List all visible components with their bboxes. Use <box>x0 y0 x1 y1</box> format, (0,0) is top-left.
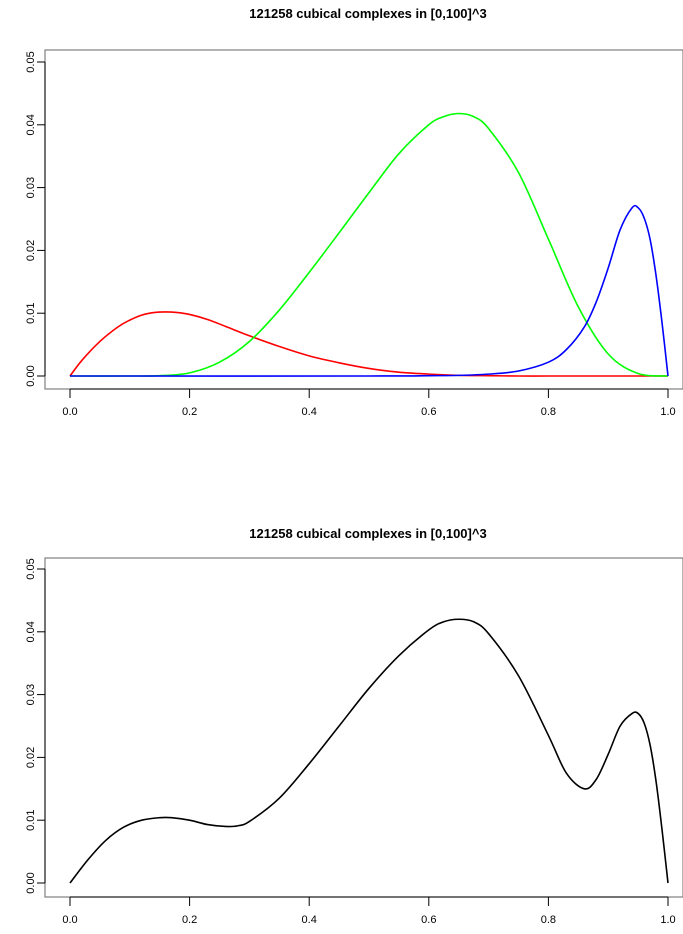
chart-1-series <box>69 112 669 377</box>
chart-2-x-tick-label: 1.0 <box>660 914 675 926</box>
chart-panel-2: 121258 cubical complexes in [0,100]^3 0.… <box>0 467 683 934</box>
chart-1-y-tick-label: 0.00 <box>25 365 37 386</box>
chart-2-y-axis: 0.00 0.01 0.02 0.03 0.04 0.05 <box>25 558 46 894</box>
chart-1-x-axis: 0.0 0.2 0.4 0.6 0.8 1.0 <box>62 388 676 418</box>
chart-2-x-tick-label: 0.6 <box>421 914 436 926</box>
chart-1-x-tick-label: 0.2 <box>182 406 197 418</box>
chart-1-x-tick-label: 0.4 <box>302 406 317 418</box>
chart-2-y-tick-label: 0.03 <box>25 684 37 705</box>
chart-1-svg: 121258 cubical complexes in [0,100]^3 0.… <box>25 6 683 418</box>
chart-2-svg: 121258 cubical complexes in [0,100]^3 0.… <box>25 526 683 926</box>
chart-2-title: 121258 cubical complexes in [0,100]^3 <box>249 526 486 541</box>
chart-2-series-line-1 <box>69 618 669 884</box>
chart-1-y-tick-label: 0.04 <box>25 114 37 135</box>
chart-2-y-tick-label: 0.04 <box>25 621 37 642</box>
chart-1-y-tick-label: 0.03 <box>25 177 37 198</box>
chart-2-plot-frame <box>44 557 683 898</box>
chart-2-y-tick-label: 0.01 <box>25 809 37 830</box>
chart-1-y-tick-label: 0.05 <box>25 51 37 72</box>
chart-1-y-axis: 0.00 0.01 0.02 0.03 0.04 0.05 <box>25 51 46 387</box>
chart-2-y-tick-label: 0.00 <box>25 872 37 893</box>
chart-1-plot-frame <box>44 49 683 390</box>
chart-1-x-tick-label: 0.6 <box>421 406 436 418</box>
chart-panel-1: 121258 cubical complexes in [0,100]^3 0.… <box>25 6 683 418</box>
chart-2-x-axis: 0.0 0.2 0.4 0.6 0.8 1.0 <box>62 896 676 926</box>
chart-1-y-tick-label: 0.02 <box>25 240 37 261</box>
chart-2-series <box>69 618 669 884</box>
chart-1-series-line-3 <box>69 204 669 377</box>
chart-1-title: 121258 cubical complexes in [0,100]^3 <box>249 6 486 21</box>
chart-1-x-tick-label: 0.8 <box>541 406 556 418</box>
chart-1-x-tick-label: 1.0 <box>660 406 675 418</box>
chart-2-x-tick-label: 0.8 <box>541 914 556 926</box>
chart-1-y-tick-label: 0.01 <box>25 302 37 323</box>
chart-2-y-tick-label: 0.05 <box>25 558 37 579</box>
chart-1-series-line-2 <box>69 112 669 377</box>
chart-2-x-tick-label: 0.0 <box>62 914 77 926</box>
chart-2-x-tick-label: 0.2 <box>182 914 197 926</box>
chart-2-x-tick-label: 0.4 <box>302 914 317 926</box>
chart-2-y-tick-label: 0.02 <box>25 747 37 768</box>
chart-1-series-line-1 <box>69 311 668 377</box>
chart-1-x-tick-label: 0.0 <box>62 406 77 418</box>
